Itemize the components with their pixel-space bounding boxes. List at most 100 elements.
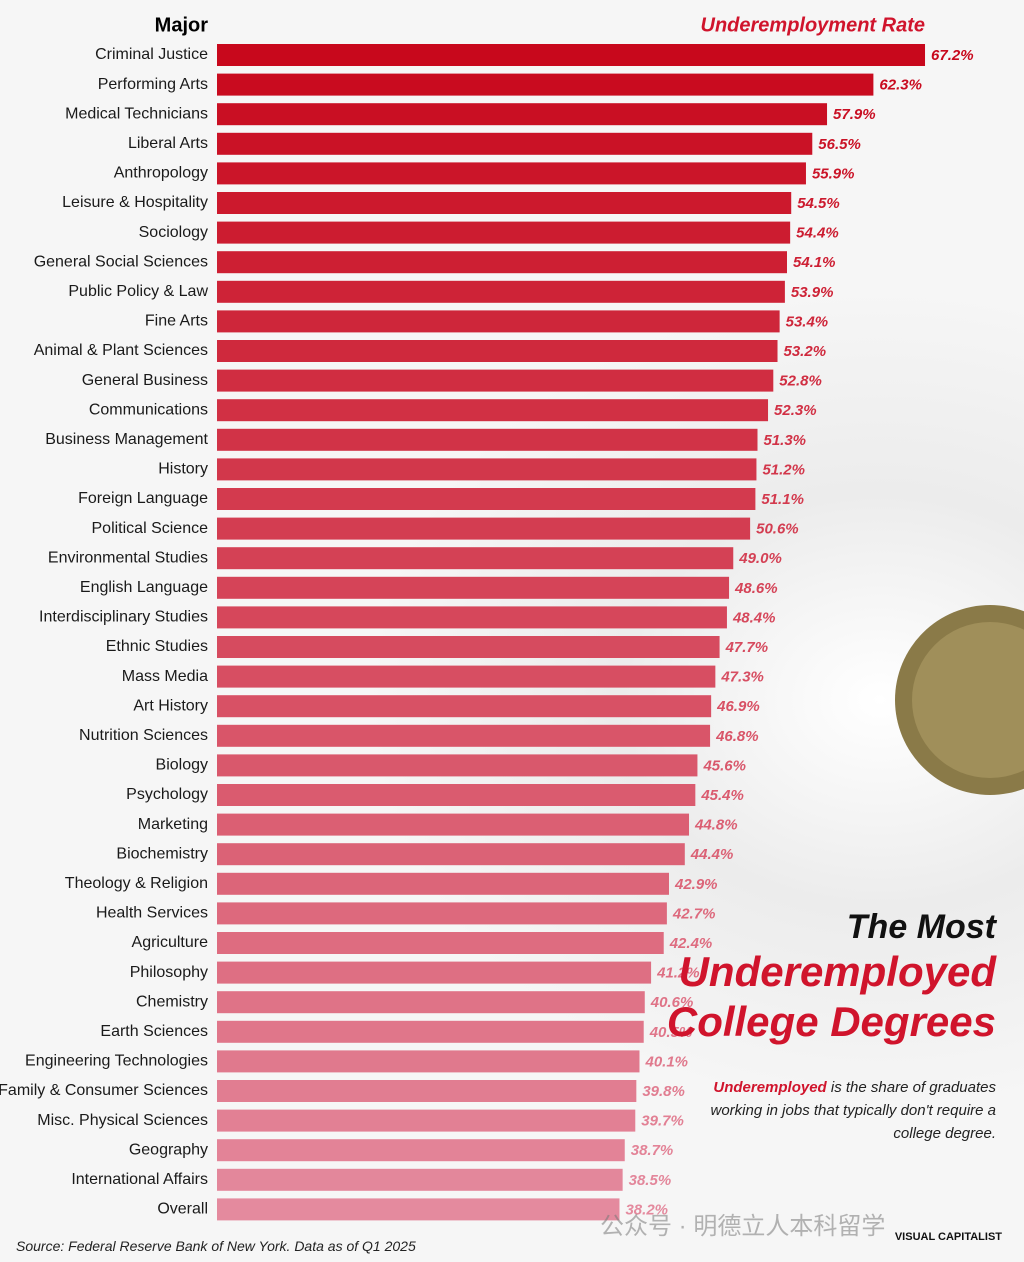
bar	[217, 843, 685, 866]
category-label: History	[158, 461, 208, 478]
title-line: Underemployed	[678, 948, 996, 995]
category-label: Liberal Arts	[128, 135, 208, 152]
value-label: 40.6%	[650, 994, 694, 1011]
category-label: Fine Arts	[145, 313, 208, 330]
title: The Most Underemployed College Degrees	[667, 908, 996, 1047]
category-label: Anthropology	[114, 165, 208, 182]
value-label: 38.2%	[625, 1201, 668, 1218]
category-label: Public Policy & Law	[68, 283, 208, 300]
bar	[217, 103, 828, 126]
value-label: 56.5%	[818, 136, 861, 153]
value-label: 54.5%	[797, 195, 840, 212]
medal-decoration	[912, 622, 1024, 778]
bar	[217, 192, 792, 214]
value-label: 48.4%	[732, 609, 776, 626]
category-label: Family & Consumer Sciences	[0, 1082, 208, 1099]
bar	[217, 488, 756, 510]
title-line: The Most	[846, 908, 996, 946]
value-label: 54.1%	[793, 254, 836, 271]
bar	[217, 665, 716, 688]
category-label: Interdisciplinary Studies	[39, 609, 208, 626]
bar	[217, 251, 787, 274]
bar	[217, 162, 806, 185]
value-label: 62.3%	[879, 77, 922, 94]
value-label: 38.7%	[631, 1142, 674, 1159]
bar	[217, 44, 926, 66]
bar	[217, 340, 778, 362]
value-label: 39.7%	[641, 1113, 684, 1130]
category-header: Major	[155, 14, 209, 36]
bar	[217, 932, 664, 954]
category-label: English Language	[80, 579, 208, 596]
category-label: Business Management	[45, 431, 208, 448]
bar	[217, 399, 769, 422]
note-text: is the share of graduates working in job…	[710, 1079, 996, 1142]
bar	[217, 1080, 637, 1102]
value-label: 53.4%	[786, 313, 829, 330]
category-label: Art History	[133, 697, 208, 714]
value-label: 44.8%	[694, 817, 738, 834]
category-label: Theology & Religion	[65, 875, 208, 892]
category-label: General Business	[82, 372, 208, 389]
bar	[217, 517, 751, 540]
category-label: Sociology	[139, 224, 208, 241]
bar	[217, 695, 712, 718]
bar	[217, 132, 813, 155]
value-label: 49.0%	[738, 550, 782, 567]
bar	[217, 221, 791, 244]
category-label: Political Science	[92, 520, 209, 537]
bar	[217, 428, 758, 451]
category-label: Earth Sciences	[100, 1023, 208, 1040]
value-label: 52.8%	[779, 373, 822, 390]
value-label: 45.6%	[702, 757, 746, 774]
bar	[217, 73, 874, 96]
category-label: Performing Arts	[98, 76, 208, 93]
value-label: 39.8%	[642, 1083, 685, 1100]
category-label: Chemistry	[136, 993, 208, 1010]
value-label: 47.7%	[725, 639, 769, 656]
watermark: 公众号 · 明德立人本科留学	[600, 1213, 886, 1240]
value-label: 42.4%	[669, 935, 713, 952]
category-label: Geography	[129, 1141, 208, 1158]
bar	[217, 576, 730, 599]
value-label: 51.3%	[763, 432, 806, 449]
bar	[217, 1168, 623, 1191]
value-label: 55.9%	[812, 165, 855, 182]
category-label: Mass Media	[122, 668, 208, 685]
value-label: 67.2%	[931, 47, 974, 64]
category-label: Animal & Plant Sciences	[34, 342, 208, 359]
bar	[217, 1198, 620, 1221]
value-label: 51.2%	[762, 461, 805, 478]
note: Underemployed is the share of graduates …	[696, 1076, 996, 1145]
category-label: Leisure & Hospitality	[62, 194, 208, 211]
category-label: Misc. Physical Sciences	[37, 1112, 208, 1129]
category-label: Biology	[156, 757, 208, 774]
bar	[217, 754, 698, 777]
value-label: 41.2%	[656, 965, 700, 982]
bar	[217, 369, 774, 392]
bar	[217, 1139, 625, 1162]
value-label: 46.9%	[716, 698, 760, 715]
category-label: International Affairs	[71, 1171, 208, 1188]
value-label: 50.6%	[756, 521, 799, 538]
category-label: Agriculture	[132, 934, 209, 951]
value-label: 53.2%	[784, 343, 827, 360]
value-label: 45.4%	[700, 787, 744, 804]
bar	[217, 1109, 636, 1132]
category-label: Biochemistry	[116, 845, 208, 862]
category-label: Marketing	[138, 816, 208, 833]
value-header: Underemployment Rate	[701, 14, 926, 36]
title-line: College Degrees	[666, 998, 996, 1045]
value-label: 40.5%	[649, 1024, 693, 1041]
bar	[217, 636, 720, 658]
bar	[217, 280, 785, 303]
category-label: Psychology	[126, 786, 208, 803]
value-label: 52.3%	[774, 402, 817, 419]
logo: VISUAL CAPITALIST	[894, 1231, 1002, 1243]
category-label: Environmental Studies	[48, 549, 208, 566]
value-label: 54.4%	[796, 225, 839, 242]
bar	[217, 1050, 640, 1073]
bar	[217, 724, 711, 747]
bar	[217, 872, 669, 895]
